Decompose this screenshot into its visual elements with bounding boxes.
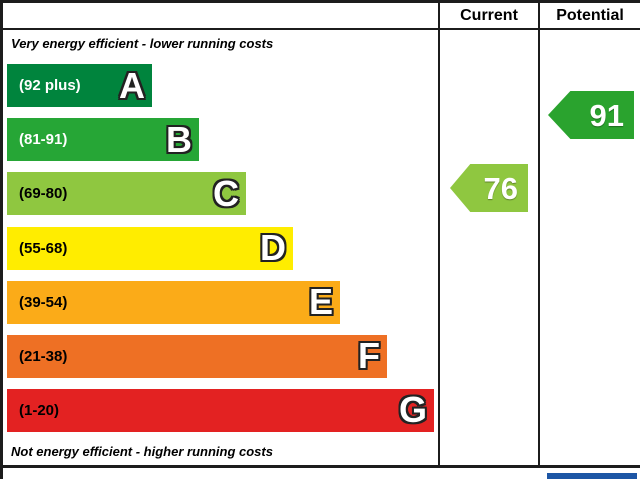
band-range-label-d: (55-68) xyxy=(19,239,68,257)
band-letter-g: G xyxy=(398,389,427,431)
band-letter-b: B xyxy=(166,118,192,160)
epc-table: Current Potential Very energy efficient … xyxy=(0,0,640,468)
band-range-label-f: (21-38) xyxy=(19,347,68,365)
band-bar-a: (92 plus) A xyxy=(7,64,152,108)
below-chart-strip xyxy=(0,468,640,479)
potential-rating-marker: 91 xyxy=(548,91,634,139)
bottom-caption: Not energy efficient - higher running co… xyxy=(11,444,273,459)
potential-column-header: Potential xyxy=(538,3,640,28)
band-range-label-a: (92 plus) xyxy=(19,77,81,95)
header-spacer-cell xyxy=(3,3,438,28)
potential-rating-value: 91 xyxy=(589,97,624,133)
eu-directive-box-fragment xyxy=(547,473,637,479)
band-letter-f: F xyxy=(358,335,380,377)
band-range-label-e: (39-54) xyxy=(19,293,68,311)
next-section-left-border xyxy=(0,468,3,479)
band-bar-d: (55-68) D xyxy=(7,226,293,270)
band-bar-e: (39-54) E xyxy=(7,280,340,324)
table-header-row: Current Potential xyxy=(3,3,640,30)
band-bar-c: (69-80) C xyxy=(7,172,246,216)
current-rating-marker: 76 xyxy=(450,164,528,212)
band-bar-g: (1-20) G xyxy=(7,388,434,432)
band-range-label-c: (69-80) xyxy=(19,185,68,203)
rating-scale-column: Very energy efficient - lower running co… xyxy=(3,30,438,465)
band-letter-e: E xyxy=(308,281,333,323)
potential-rating-column: 91 xyxy=(538,30,640,465)
band-range-label-b: (81-91) xyxy=(19,131,68,149)
band-bar-f: (21-38) F xyxy=(7,334,387,378)
rating-scale: Very energy efficient - lower running co… xyxy=(3,30,438,465)
band-range-label-g: (1-20) xyxy=(19,401,60,419)
current-rating-column: 76 xyxy=(438,30,538,465)
band-letter-d: D xyxy=(260,227,286,268)
table-body-row: Very energy efficient - lower running co… xyxy=(3,30,640,465)
band-letter-a: A xyxy=(119,64,145,106)
current-column-header: Current xyxy=(438,3,538,28)
top-caption: Very energy efficient - lower running co… xyxy=(11,36,274,51)
band-bar-b: (81-91) B xyxy=(7,118,199,162)
current-rating-value: 76 xyxy=(483,170,518,206)
band-letter-c: C xyxy=(213,172,239,214)
